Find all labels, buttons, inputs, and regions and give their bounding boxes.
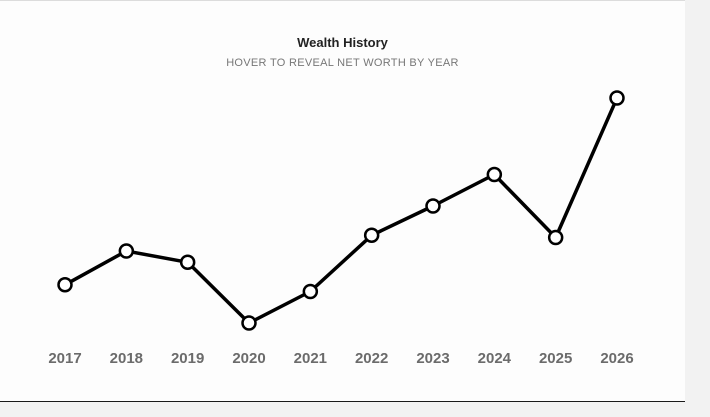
data-point-2019[interactable]	[179, 254, 196, 270]
x-tick-label: 2017	[48, 350, 81, 367]
data-point-2017[interactable]	[57, 277, 73, 293]
data-point-2026[interactable]	[609, 90, 625, 106]
data-point-2022[interactable]	[363, 227, 380, 243]
series-line	[63, 96, 619, 325]
data-point-2025[interactable]	[547, 229, 564, 246]
x-tick-label: 2023	[416, 350, 449, 367]
line-chart: 2017 2018 2019 2020 2021 2022 2023 2024 2025 2026	[48, 90, 634, 367]
x-tick-label: 2018	[110, 350, 143, 367]
x-tick-label: 2026	[600, 350, 633, 367]
x-tick-label: 2022	[355, 350, 388, 367]
x-tick-label: 2025	[539, 350, 572, 367]
data-point-2024[interactable]	[486, 166, 503, 183]
data-point-2021[interactable]	[302, 283, 319, 300]
data-point-2018[interactable]	[118, 243, 135, 259]
chart-card: Wealth History HOVER TO REVEAL NET WORTH…	[0, 0, 685, 402]
x-tick-label: 2024	[478, 350, 512, 367]
data-point-2020[interactable]	[241, 315, 257, 331]
data-point-2023[interactable]	[425, 198, 441, 214]
x-tick-label: 2019	[171, 350, 204, 367]
x-tick-label: 2021	[294, 350, 327, 367]
x-tick-label: 2020	[232, 350, 265, 367]
chart-subtitle: HOVER TO REVEAL NET WORTH BY YEAR	[226, 57, 459, 69]
chart-title: Wealth History	[297, 35, 388, 50]
